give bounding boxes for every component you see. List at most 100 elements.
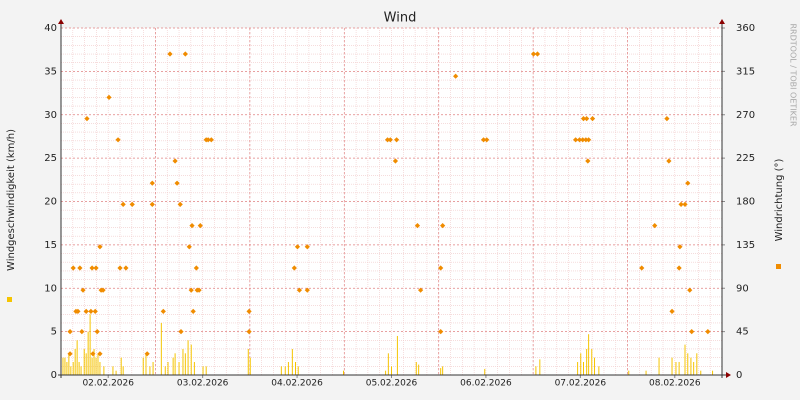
axis-arrow — [726, 372, 731, 378]
direction-point — [480, 137, 487, 143]
direction-point — [687, 287, 693, 293]
y-tick-label: 0 — [51, 370, 57, 381]
direction-point — [178, 329, 184, 335]
direction-point — [652, 222, 658, 229]
y-tick-label: 20 — [44, 197, 57, 208]
direction-point — [92, 308, 98, 314]
direction-point — [246, 308, 252, 314]
x-tick-label: 06.02.2026 — [460, 379, 512, 389]
direction-point — [676, 265, 682, 271]
direction-point — [585, 158, 591, 164]
y-tick-label: 35 — [44, 66, 57, 77]
direction-point — [167, 51, 173, 57]
y-axis-label: Windgeschwindigkeit (km/h) — [6, 129, 17, 271]
direction-point — [67, 329, 73, 335]
y2-tick-label: 0 — [736, 370, 742, 381]
direction-point — [689, 329, 695, 335]
direction-point — [304, 287, 310, 293]
direction-point — [90, 351, 96, 357]
direction-point — [83, 308, 89, 314]
y-tick-label: 25 — [44, 153, 57, 164]
direction-point — [97, 244, 103, 250]
direction-point — [80, 287, 86, 293]
direction-point — [189, 222, 195, 229]
direction-point — [438, 329, 444, 335]
direction-point — [193, 265, 199, 271]
direction-point — [89, 265, 95, 271]
direction-point — [576, 137, 583, 143]
y-tick-label: 40 — [44, 23, 57, 34]
direction-point — [149, 201, 155, 207]
direction-point — [97, 351, 103, 357]
y2-axis-label: Windrichtung (°) — [774, 159, 785, 242]
direction-point — [197, 222, 203, 229]
direction-point — [664, 116, 670, 122]
y-tick-label: 15 — [44, 240, 57, 251]
direction-point — [160, 308, 166, 314]
direction-point — [172, 158, 178, 164]
direction-point — [177, 201, 183, 207]
direction-point — [144, 351, 150, 357]
x-tick-label: 02.02.2026 — [82, 379, 134, 389]
direction-point — [705, 329, 711, 335]
x-tick-label: 03.02.2026 — [177, 379, 229, 389]
direction-point — [94, 329, 100, 335]
axis-arrow — [719, 19, 725, 24]
y2-tick-label: 360 — [736, 23, 755, 34]
direction-point — [70, 265, 76, 271]
direction-point — [394, 137, 400, 143]
y-tick-label: 30 — [44, 110, 57, 121]
x-tick-label: 04.02.2026 — [271, 379, 323, 389]
direction-point — [580, 137, 586, 143]
direction-point — [639, 265, 645, 271]
direction-point — [115, 137, 121, 143]
direction-point — [100, 287, 106, 293]
direction-point — [677, 244, 683, 250]
x-tick-label: 05.02.2026 — [366, 379, 418, 389]
direction-point — [589, 116, 596, 122]
direction-point — [196, 287, 202, 293]
direction-point — [666, 158, 672, 164]
direction-point — [584, 116, 590, 122]
x-tick-label: 08.02.2026 — [649, 379, 701, 389]
direction-point — [583, 137, 589, 143]
direction-point — [88, 308, 94, 314]
direction-point — [294, 244, 301, 250]
direction-point — [573, 137, 579, 143]
direction-point — [484, 137, 490, 143]
direction-point — [414, 222, 421, 229]
legend-swatch — [7, 297, 12, 302]
direction-point — [669, 308, 675, 314]
direction-point — [117, 265, 123, 271]
direction-point — [296, 287, 303, 293]
direction-point — [530, 51, 537, 57]
y2-tick-label: 45 — [736, 327, 749, 338]
direction-point — [106, 94, 112, 100]
direction-point — [291, 265, 297, 271]
y2-tick-label: 135 — [736, 240, 755, 251]
direction-point — [682, 201, 688, 207]
direction-point — [84, 116, 90, 122]
plot-area — [61, 28, 722, 375]
axis-arrow — [58, 19, 64, 24]
direction-point — [149, 180, 155, 186]
direction-point — [75, 308, 81, 314]
direction-point — [174, 180, 180, 186]
direction-point — [120, 201, 126, 207]
direction-point — [129, 201, 135, 207]
direction-point — [453, 73, 459, 79]
y-tick-label: 5 — [51, 327, 57, 338]
credit: RRDTOOL / TOBI OETIKER — [789, 23, 798, 126]
y2-tick-label: 270 — [736, 110, 755, 121]
direction-point — [384, 137, 391, 143]
direction-point — [387, 137, 393, 143]
direction-point — [79, 329, 85, 335]
direction-point — [123, 265, 129, 271]
direction-point — [304, 244, 310, 250]
direction-point — [67, 351, 73, 357]
y2-tick-label: 180 — [736, 197, 755, 208]
legend-swatch — [776, 264, 781, 269]
direction-point — [685, 180, 691, 186]
y2-tick-label: 225 — [736, 153, 755, 164]
